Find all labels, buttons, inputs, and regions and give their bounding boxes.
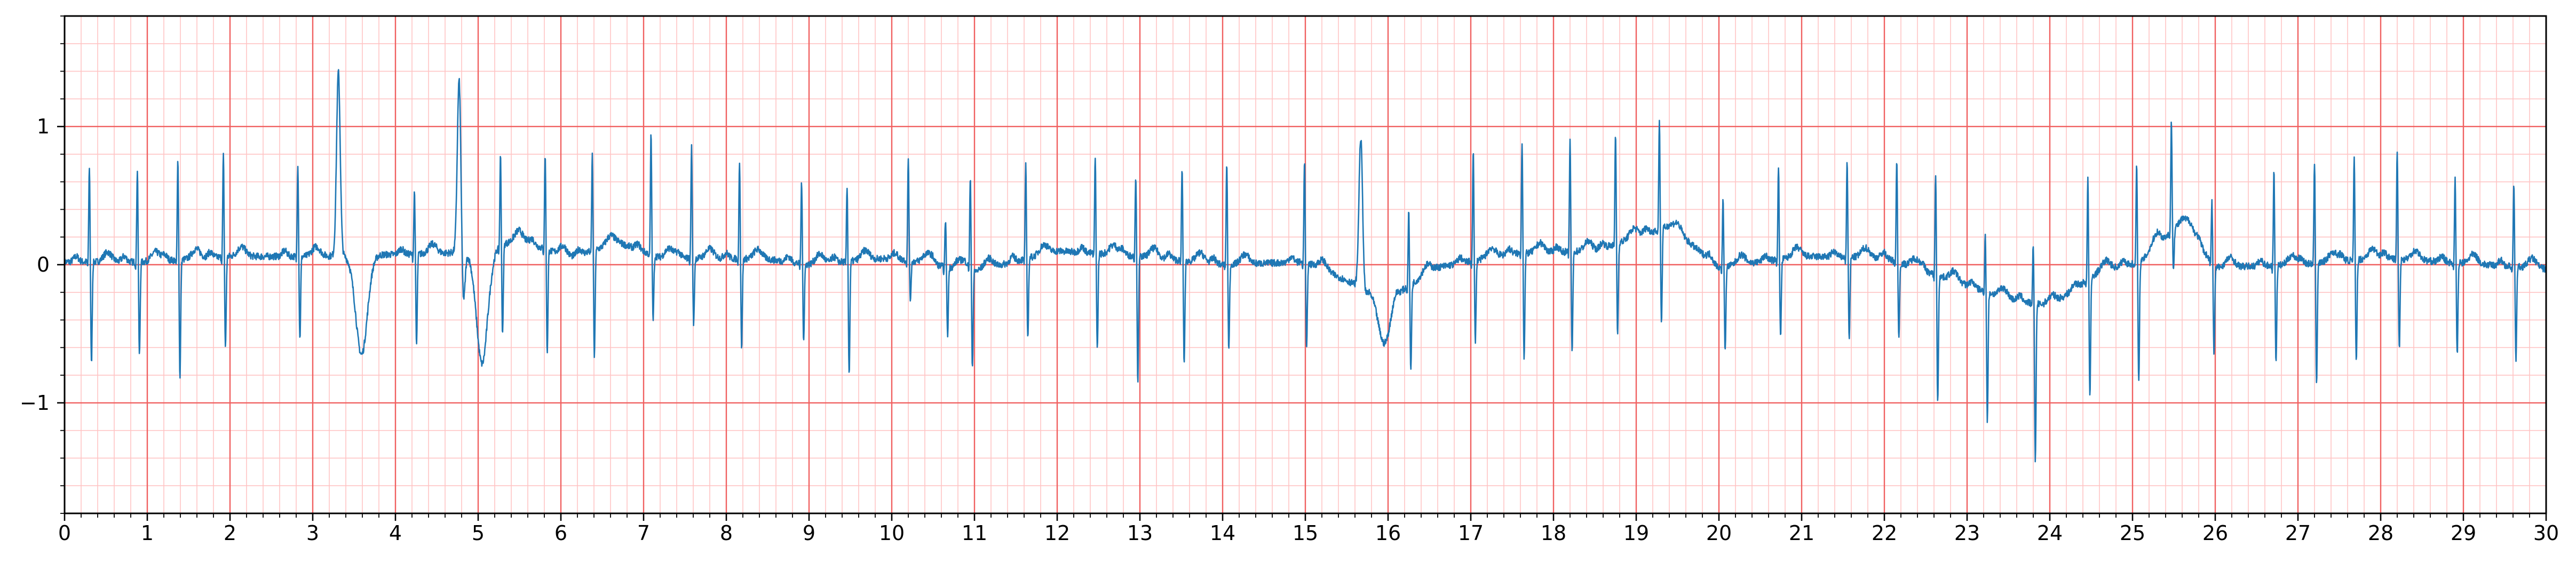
x-tick-label: 17 [1458, 521, 1484, 545]
x-tick-label: 28 [2368, 521, 2393, 545]
x-tick-label: 25 [2120, 521, 2145, 545]
x-tick-label: 19 [1623, 521, 1649, 545]
x-tick-label: 6 [554, 521, 567, 545]
x-tick-label: 11 [962, 521, 987, 545]
x-tick-label: 3 [306, 521, 319, 545]
x-tick-label: 14 [1210, 521, 1235, 545]
x-tick-label: 12 [1044, 521, 1070, 545]
x-tick-label: 9 [803, 521, 815, 545]
x-tick-label: 27 [2285, 521, 2311, 545]
x-tick-label: 21 [1789, 521, 1814, 545]
x-tick-label: 22 [1872, 521, 1897, 545]
x-tick-label: 8 [720, 521, 733, 545]
y-axis-ticks: −1 0 1 [20, 15, 65, 514]
ecg-trace [64, 69, 2547, 463]
x-tick-label: 10 [879, 521, 905, 545]
x-tick-label: 15 [1293, 521, 1318, 545]
x-tick-label: 29 [2451, 521, 2476, 545]
x-tick-label: 16 [1375, 521, 1401, 545]
x-tick-label: 2 [224, 521, 236, 545]
x-tick-label: 0 [58, 521, 71, 545]
x-axis-ticks: 0 1 2 3 4 5 6 7 8 9 10 11 12 13 14 15 16 17 18 19 20 21 22 23 24… [58, 513, 2559, 545]
x-tick-label: 7 [637, 521, 650, 545]
x-tick-label: 4 [389, 521, 402, 545]
x-tick-label: 18 [1541, 521, 1566, 545]
x-tick-label: 13 [1127, 521, 1153, 545]
x-tick-label: 1 [141, 521, 154, 545]
x-tick-label: 5 [472, 521, 485, 545]
y-tick-label: −1 [20, 391, 50, 415]
x-tick-label: 23 [1954, 521, 1980, 545]
x-tick-label: 26 [2202, 521, 2228, 545]
y-tick-label: 0 [37, 253, 50, 276]
x-tick-label: 20 [1706, 521, 1732, 545]
x-tick-label: 30 [2533, 521, 2559, 545]
x-tick-label: 24 [2037, 521, 2063, 545]
y-tick-label: 1 [37, 115, 50, 138]
